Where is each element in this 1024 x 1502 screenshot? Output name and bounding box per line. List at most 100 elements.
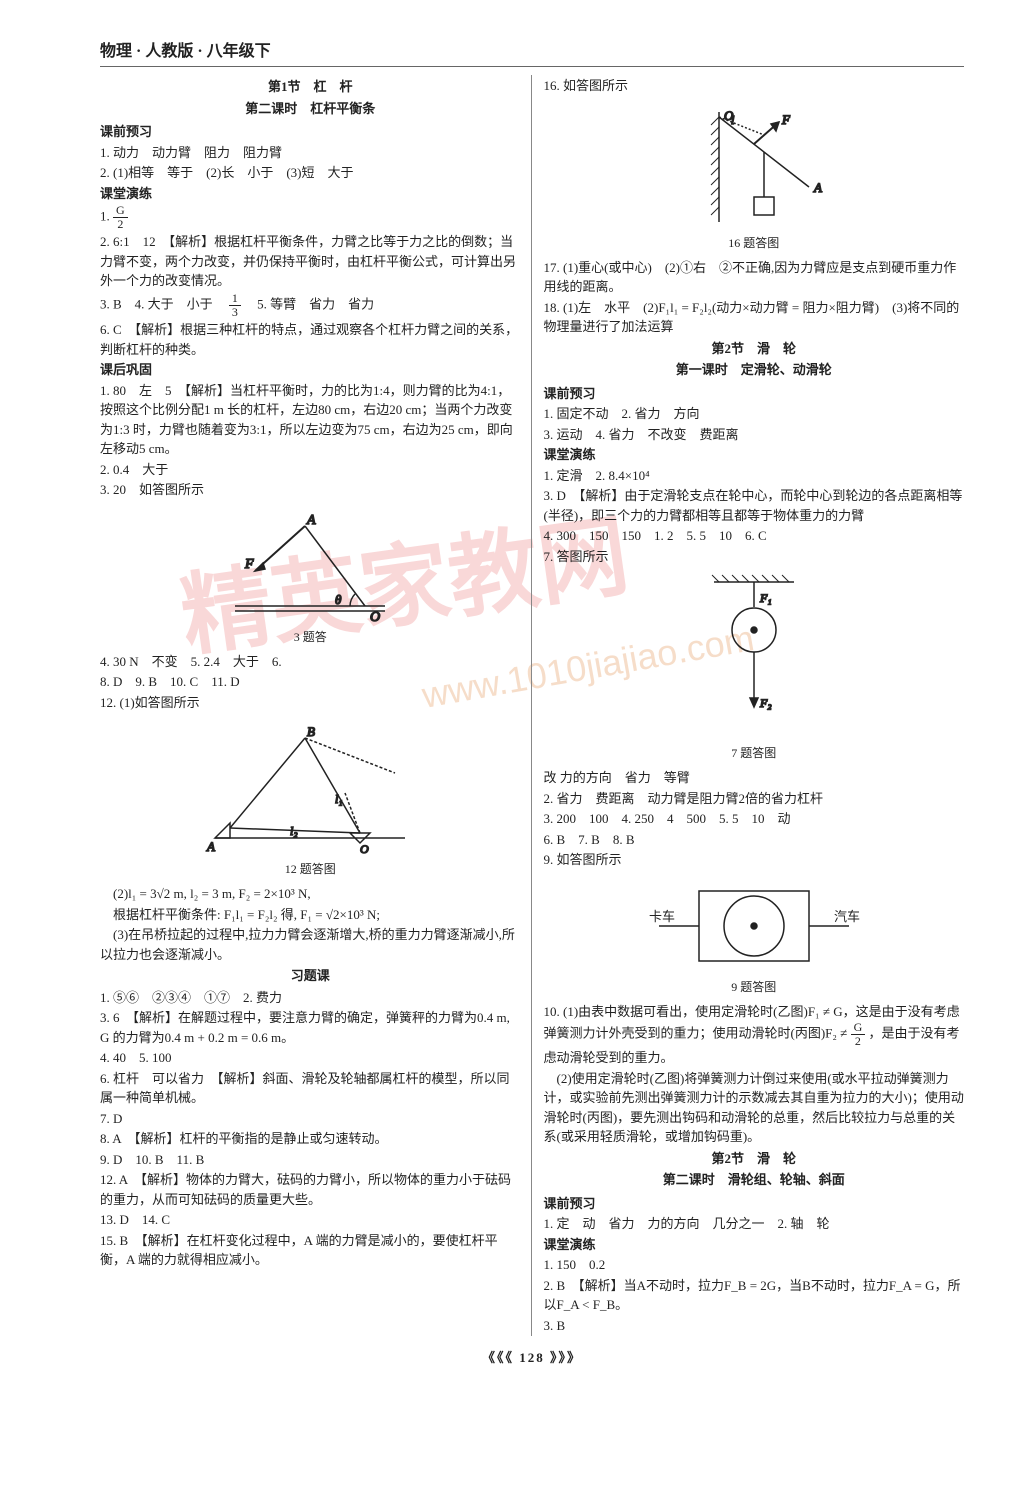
svg-text:A: A bbox=[206, 839, 215, 854]
text-line: 3. 20 如答图所示 bbox=[100, 480, 521, 500]
fig9-left-label: 卡车 bbox=[649, 909, 675, 924]
text-line: 4. 40 5. 100 bbox=[100, 1048, 521, 1068]
text-line: 3. B bbox=[544, 1316, 965, 1336]
text-line: 1. ⑤⑥ ②③④ ①⑦ 2. 费力 bbox=[100, 988, 521, 1008]
text-line: (3)在吊桥拉起的过程中,拉力力臂会逐渐增大,桥的重力力臂逐渐减小,所以拉力也会… bbox=[100, 925, 521, 964]
text-line: 3. 6 【解析】在解题过程中，要注意力臂的确定，弹簧秤的力臂为0.4 m, G… bbox=[100, 1008, 521, 1047]
svg-text:l₁: l₁ bbox=[335, 792, 343, 806]
text-line: 6. B 7. B 8. B bbox=[544, 830, 965, 850]
figure-12: A B O l₁ l₂ 12 题答图 bbox=[100, 718, 521, 878]
text-line: 3. D 【解析】由于定滑轮支点在轮中心，而轮中心到轮边的各点距离相等(半径)，… bbox=[544, 486, 965, 525]
fraction: 1 3 bbox=[229, 292, 241, 319]
text-line: 2. (1)相等 等于 (2)长 小于 (3)短 大于 bbox=[100, 163, 521, 183]
text-line: 7. D bbox=[100, 1109, 521, 1129]
svg-text:F: F bbox=[781, 112, 791, 127]
text-line: 1. 定 动 省力 力的方向 几分之一 2. 轴 轮 bbox=[544, 1214, 965, 1234]
page-header: 物理 · 人教版 · 八年级下 bbox=[100, 40, 964, 67]
svg-text:F₁: F₁ bbox=[759, 591, 772, 605]
text-line: 8. D 9. B 10. C 11. D bbox=[100, 672, 521, 692]
text-line: 3. B 4. 大于 小于 1 3 5. 等臂 省力 省力 bbox=[100, 292, 521, 319]
svg-text:O: O bbox=[370, 610, 380, 625]
fraction-den: 3 bbox=[229, 306, 241, 319]
fraction-den: 2 bbox=[851, 1035, 866, 1048]
text-line: 10. (1)由表中数据可看出，使用定滑轮时(乙图)F₁ ≠ G，这是由于没有考… bbox=[544, 1002, 965, 1068]
fig9-right-label: 汽车 bbox=[834, 909, 860, 924]
text-line: 2. 6:1 12 【解析】根据杠杆平衡条件，力臂之比等于力之比的倒数；当力臂不… bbox=[100, 232, 521, 291]
figure-7: F₁ F₂ 7 题答图 bbox=[544, 572, 965, 762]
fraction: G 2 bbox=[113, 204, 128, 231]
figure-caption: 9 题答图 bbox=[544, 978, 965, 996]
figure-caption: 3 题答 bbox=[100, 628, 521, 646]
text-line: 9. 如答图所示 bbox=[544, 850, 965, 870]
text-line: 4. 300 150 150 1. 2 5. 5 10 6. C bbox=[544, 526, 965, 546]
label: 3. B 4. 大于 小于 bbox=[100, 297, 226, 312]
text-line: 2. 省力 费距离 动力臂是阻力臂2倍的省力杠杆 bbox=[544, 789, 965, 809]
text-line: 1. 定滑 2. 8.4×10⁴ bbox=[544, 466, 965, 486]
text-line: 6. C 【解析】根据三种杠杆的特点，通过观察各个杠杆力臂之间的关系，判断杠杆的… bbox=[100, 320, 521, 359]
text-line: 1. 动力 动力臂 阻力 阻力臂 bbox=[100, 143, 521, 163]
right-column: 16. 如答图所示 O A bbox=[544, 75, 965, 1336]
left-column: 第1节 杠 杆 第二课时 杠杆平衡条 课前预习 1. 动力 动力臂 阻力 阻力臂… bbox=[100, 75, 532, 1336]
text-line: 7. 答图所示 bbox=[544, 547, 965, 567]
heading-classwork: 课堂演练 bbox=[544, 445, 965, 465]
figure-16: O A F l 16 题答图 bbox=[544, 102, 965, 252]
heading-preview: 课前预习 bbox=[544, 1194, 965, 1214]
svg-text:O: O bbox=[360, 842, 369, 856]
fraction-num: G bbox=[851, 1021, 866, 1035]
fraction-num: G bbox=[113, 204, 128, 218]
text-line: 8. A 【解析】杠杆的平衡指的是静止或匀速转动。 bbox=[100, 1129, 521, 1149]
section-subtitle: 第一课时 定滑轮、动滑轮 bbox=[544, 360, 965, 380]
heading-homework: 课后巩固 bbox=[100, 360, 521, 380]
text-line: 15. B 【解析】在杠杆变化过程中，A 端的力臂是减小的，要使杠杆平衡，A 端… bbox=[100, 1231, 521, 1270]
text-line: 9. D 10. B 11. B bbox=[100, 1150, 521, 1170]
text-line: 4. 30 N 不变 5. 2.4 大于 6. bbox=[100, 652, 521, 672]
svg-text:l: l bbox=[731, 113, 735, 127]
figure-caption: 12 题答图 bbox=[100, 860, 521, 878]
figure-caption: 7 题答图 bbox=[544, 744, 965, 762]
svg-text:B: B bbox=[307, 724, 315, 739]
text-line: 12. A 【解析】物体的力臂大，砝码的力臂小，所以物体的重力小于砝码的重力，从… bbox=[100, 1170, 521, 1209]
text-line: 13. D 14. C bbox=[100, 1210, 521, 1230]
text-line: 1. G 2 bbox=[100, 204, 521, 231]
text-line: 12. (1)如答图所示 bbox=[100, 693, 521, 713]
svg-text:A: A bbox=[306, 513, 316, 528]
section-subtitle: 第二课时 杠杆平衡条 bbox=[100, 99, 521, 119]
text-line: 2. B 【解析】当A不动时，拉力F_B = 2G，当B不动时，拉力F_A = … bbox=[544, 1276, 965, 1315]
fraction-den: 2 bbox=[113, 218, 128, 231]
svg-text:F₂: F₂ bbox=[759, 696, 772, 710]
svg-text:A: A bbox=[813, 180, 822, 195]
text-line: (2)l₁ = 3√2 m, l₂ = 3 m, F₂ = 2×10³ N, bbox=[100, 884, 521, 904]
fraction: G 2 bbox=[851, 1021, 866, 1048]
label: 5. 等臂 省力 省力 bbox=[244, 297, 374, 312]
section-title: 第1节 杠 杆 bbox=[100, 77, 521, 97]
heading-preview: 课前预习 bbox=[100, 122, 521, 142]
page-number: 《《《 128 》》》 bbox=[100, 1348, 964, 1368]
text-line: 3. 200 100 4. 250 4 500 5. 5 10 动 bbox=[544, 809, 965, 829]
text-line: 3. 运动 4. 省力 不改变 费距离 bbox=[544, 425, 965, 445]
text-line: 6. 杠杆 可以省力 【解析】斜面、滑轮及轮轴都属杠杆的模型，所以同属一种简单机… bbox=[100, 1069, 521, 1108]
text-line: 18. (1)左 水平 (2)F₁l₁ = F₂l₂(动力×动力臂 = 阻力×阻… bbox=[544, 298, 965, 337]
heading-preview: 课前预习 bbox=[544, 384, 965, 404]
figure-9: 卡车 汽车 9 题答图 bbox=[544, 876, 965, 996]
text-line: 2. 0.4 大于 bbox=[100, 460, 521, 480]
heading-classwork: 课堂演练 bbox=[544, 1235, 965, 1255]
svg-text:F: F bbox=[244, 557, 254, 572]
svg-text:θ: θ bbox=[335, 592, 342, 607]
section-title: 第2节 滑 轮 bbox=[544, 339, 965, 359]
section-title: 习题课 bbox=[100, 966, 521, 986]
text-line: 1. 固定不动 2. 省力 方向 bbox=[544, 404, 965, 424]
text-line: (2)使用定滑轮时(乙图)将弹簧测力计倒过来使用(或水平拉动弹簧测力计，或实验前… bbox=[544, 1069, 965, 1147]
text-line: 根据杠杆平衡条件: F₁l₁ = F₂l₂ 得, F₁ = √2×10³ N; bbox=[100, 905, 521, 925]
label: 1. bbox=[100, 209, 113, 224]
section-subtitle: 第二课时 滑轮组、轮轴、斜面 bbox=[544, 1170, 965, 1190]
heading-classwork: 课堂演练 bbox=[100, 184, 521, 204]
section-title: 第2节 滑 轮 bbox=[544, 1149, 965, 1169]
figure-caption: 16 题答图 bbox=[544, 234, 965, 252]
fraction-num: 1 bbox=[229, 292, 241, 306]
text-line: 改 力的方向 省力 等臂 bbox=[544, 768, 965, 788]
text-line: 17. (1)重心(或中心) (2)①右 ②不正确,因为力臂应是支点到硬币重力作… bbox=[544, 258, 965, 297]
text-line: 1. 150 0.2 bbox=[544, 1255, 965, 1275]
figure-3: A F θ O 3 题答 bbox=[100, 506, 521, 646]
svg-text:l₂: l₂ bbox=[290, 824, 298, 838]
text-line: 16. 如答图所示 bbox=[544, 76, 965, 96]
